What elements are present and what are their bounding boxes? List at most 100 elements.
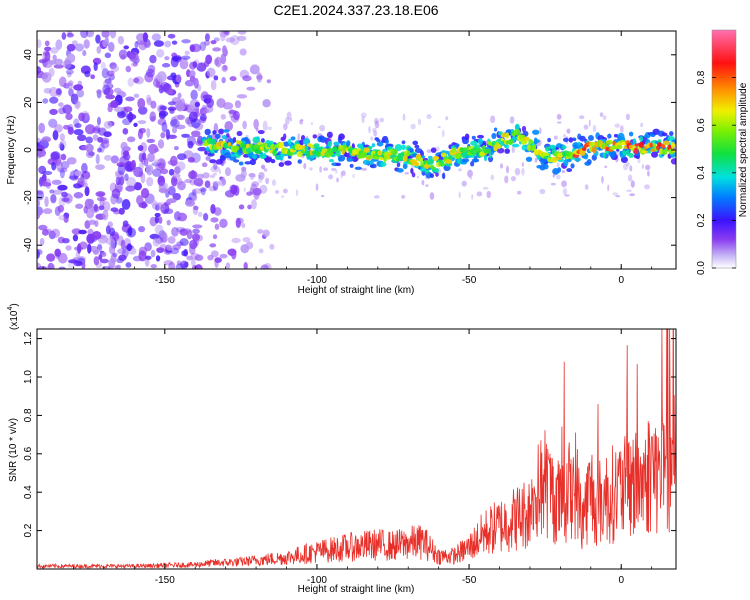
spectrogram-cell (106, 70, 115, 77)
spectrogram-cell (84, 70, 91, 78)
spectrogram-cell (168, 261, 176, 269)
spectrogram-cell (246, 191, 253, 196)
spectrogram-cell (605, 139, 614, 145)
spectrogram-cell (172, 192, 181, 201)
spectrogram-cell (194, 101, 201, 108)
spectrogram-cell (303, 162, 307, 170)
spectrogram-cell (242, 237, 251, 243)
spectrogram-cell (236, 35, 247, 41)
spectrogram-cell (295, 189, 299, 197)
spectrogram-cell (321, 148, 328, 152)
spectrogram-cell (222, 65, 228, 71)
spectrogram-cell (61, 197, 70, 203)
spectrogram-cell (125, 96, 135, 102)
spectrogram-cell (167, 159, 178, 166)
spectrogram-cell (640, 150, 649, 154)
spectrogram-cell (87, 243, 92, 254)
spectrogram-cell (249, 64, 260, 75)
spectrogram-cell (243, 187, 246, 192)
spectrogram-cell (176, 177, 183, 186)
spectrogram-cell (152, 237, 161, 247)
spectrogram-cell (309, 149, 314, 156)
spectrogram-cell (507, 139, 514, 145)
spectrogram-cell (62, 238, 70, 244)
spectrogram-cell (656, 145, 660, 151)
spectrogram-cell (170, 72, 177, 78)
spectrogram-cell (626, 189, 632, 192)
spectrogram-cell (225, 133, 230, 138)
spectrogram-cell (103, 78, 113, 90)
spectrogram-cell (288, 138, 292, 146)
spectrogram-cell (200, 187, 206, 196)
spectrogram-cell (171, 56, 182, 61)
spectrogram-cell (171, 226, 179, 237)
spectrogram-cell (50, 151, 61, 160)
y-tick-label: 0.8 (23, 408, 34, 422)
spectrogram-cell (125, 262, 132, 268)
spectrogram-cell (214, 223, 220, 230)
spectrogram-cell (442, 172, 446, 180)
spectrogram-cell (470, 161, 475, 167)
spectrogram-cell (167, 236, 176, 244)
x-tick-label: -100 (307, 275, 327, 286)
spectrogram-cell (290, 136, 296, 141)
spectrogram-cell (394, 143, 403, 152)
spectrogram-cell (220, 31, 226, 42)
spectrogram-cell (401, 144, 406, 151)
spectrogram-cell (525, 136, 530, 142)
spectrogram-cell (145, 255, 152, 260)
spectrogram-cell (184, 179, 193, 184)
spectrogram-cell (167, 134, 178, 139)
snr-series-line (37, 329, 676, 569)
spectrogram-cell (120, 239, 126, 250)
spectrogram-cell (266, 126, 273, 131)
spectrogram-cell (57, 252, 68, 264)
spectrogram-cell (517, 190, 522, 195)
spectrogram-cell (150, 100, 157, 109)
spectrogram-cell (505, 132, 510, 139)
spectrogram-cell (471, 135, 476, 140)
spectrogram-cell (145, 164, 154, 176)
spectrogram-cell (298, 145, 304, 151)
spectrogram-y-label: Frequency (Hz) (6, 116, 17, 185)
spectrogram-cell (73, 118, 80, 128)
spectrogram-cell (220, 53, 227, 65)
spectrogram-cell (616, 144, 623, 150)
spectrogram-cell (115, 176, 121, 186)
spectrogram-cell (602, 152, 606, 159)
spectrogram-cell (250, 176, 254, 180)
spectrogram-cell (77, 177, 88, 185)
spectrogram-cell (447, 155, 453, 160)
spectrogram-cell (97, 147, 102, 153)
spectrogram-cell (164, 208, 174, 215)
spectrogram-cell (476, 191, 483, 197)
spectrogram-cell (233, 159, 240, 163)
spectrogram-cell (150, 249, 156, 258)
spectrogram-cell (49, 189, 55, 194)
spectrogram-panel: -150 -100 -50 0 40 20 0 -20 -40 Height of strai… (6, 30, 677, 296)
spectrogram-cell (54, 124, 63, 133)
spectrogram-cell (335, 169, 338, 174)
spectrogram-cell (97, 243, 103, 252)
y-tick-label: -20 (23, 190, 34, 205)
spectrogram-cell (101, 31, 110, 38)
spectrogram-cell (434, 156, 440, 160)
spectrogram-cell (204, 128, 211, 136)
spectrogram-cell (158, 110, 169, 117)
spectrogram-cell (438, 162, 446, 167)
spectrogram-cell (477, 134, 484, 139)
spectrogram-cell (97, 136, 104, 143)
spectrogram-cell (550, 182, 556, 186)
spectrogram-cell (166, 245, 174, 251)
spectrogram-cell (109, 31, 117, 39)
spectrogram-cell (40, 137, 52, 143)
spectrogram-cell (73, 84, 84, 91)
spectrogram-y-ticks: 40 20 0 -20 -40 (23, 49, 676, 252)
spectrogram-cell (126, 243, 132, 252)
spectrogram-cell (556, 162, 560, 168)
spectrogram-cell (88, 219, 96, 225)
spectrogram-cell (424, 169, 430, 174)
spectrogram-cell (402, 163, 408, 170)
spectrogram-cell (561, 170, 565, 174)
spectrogram-cell (512, 135, 516, 142)
